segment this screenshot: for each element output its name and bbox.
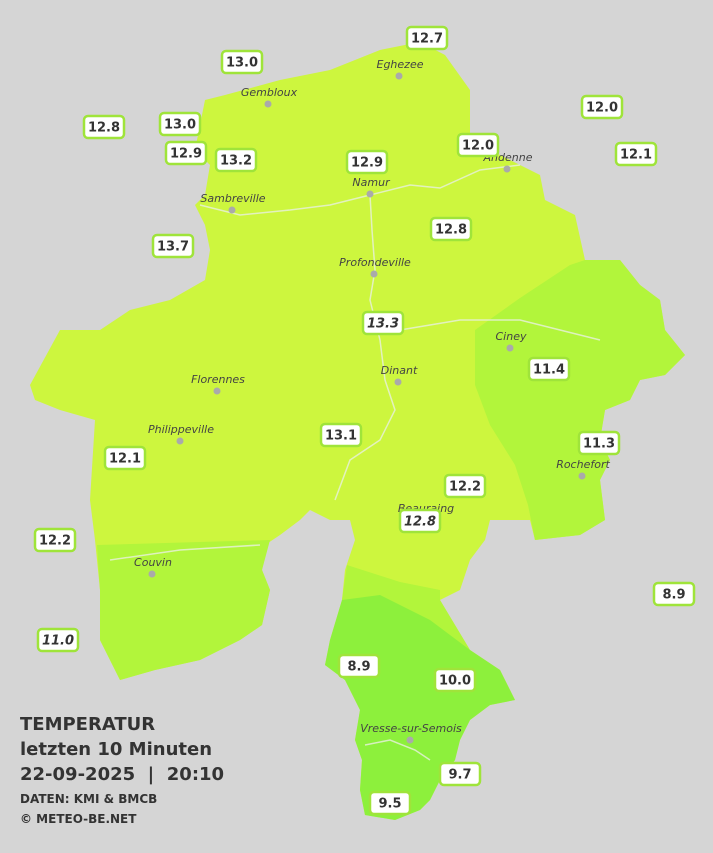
station-value: 12.8 [88, 121, 120, 136]
city-label: Florennes [191, 373, 245, 386]
subtitle: letzten 10 Minuten [20, 739, 212, 760]
station-value: 12.0 [586, 101, 618, 116]
station-value: 8.9 [347, 660, 370, 675]
city-label: Gembloux [241, 86, 298, 99]
station-box [319, 422, 363, 448]
station-box [652, 581, 696, 607]
station-box [398, 508, 442, 534]
station-box [527, 356, 571, 382]
station-box [214, 147, 258, 173]
station-box [82, 114, 126, 140]
station-box [580, 94, 624, 120]
station-value: 12.1 [109, 452, 141, 467]
station-box [345, 149, 389, 175]
station-box [164, 140, 208, 166]
station-value: 11.0 [42, 634, 74, 649]
copyright: © METEO-BE.NET [20, 812, 137, 826]
city-label: Sambreville [200, 192, 265, 205]
station-box [103, 445, 147, 471]
station-value: 9.7 [448, 768, 471, 783]
city-dot [228, 206, 236, 214]
city-dot [395, 72, 403, 80]
station-box [438, 761, 482, 787]
city-label: Dinant [381, 364, 418, 377]
station-box [151, 233, 195, 259]
city-label: Namur [352, 176, 391, 189]
station-value: 12.8 [404, 515, 436, 530]
station-box [337, 653, 381, 679]
city-label: Couvin [134, 556, 172, 569]
station-value: 12.2 [449, 480, 481, 495]
city-dot [503, 165, 511, 173]
city-dot [394, 378, 402, 386]
station-box [36, 627, 80, 653]
source: DATEN: KMI & BMCB [20, 792, 157, 806]
station-value: 10.0 [439, 674, 471, 689]
station-value: 11.3 [583, 437, 615, 452]
station-value: 12.8 [435, 223, 467, 238]
station-box [361, 310, 405, 336]
city-label: Eghezee [377, 58, 424, 71]
station-box [158, 111, 202, 137]
station-box [433, 667, 477, 693]
station-value: 12.0 [462, 139, 494, 154]
city-label: Profondeville [339, 256, 411, 269]
station-box [456, 132, 500, 158]
city-label: Philippeville [148, 423, 214, 436]
stations: 12.7 13.0 12.0 12.8 13.0 12.0 12.1 12.9 13.2 12.9… [33, 25, 696, 816]
cities: EghezeeGemblouxAndenneNamurSambrevillePr… [134, 58, 610, 744]
station-value: 12.2 [39, 534, 71, 549]
city-dot [176, 437, 184, 445]
region-south [325, 595, 515, 820]
title: TEMPERATUR [20, 714, 155, 735]
city-dot [148, 570, 156, 578]
city-label: Vresse-sur-Semois [360, 722, 462, 735]
station-box [614, 141, 658, 167]
station-box [577, 430, 621, 456]
city-dot [264, 100, 272, 108]
region-southwest [97, 540, 270, 680]
city-dot [406, 736, 414, 744]
station-box [429, 216, 473, 242]
region-east [475, 260, 685, 540]
station-box [405, 25, 449, 51]
station-value: 12.7 [411, 32, 443, 47]
station-box [368, 790, 412, 816]
city-label: Rochefort [556, 458, 610, 471]
station-box [33, 527, 77, 553]
city-dot [370, 270, 378, 278]
station-value: 13.0 [226, 56, 258, 71]
station-box [443, 473, 487, 499]
station-value: 12.9 [351, 156, 383, 171]
station-value: 9.5 [378, 797, 401, 812]
datetime: 22-09-2025 | 20:10 [20, 764, 224, 785]
station-value: 13.1 [325, 429, 357, 444]
station-value: 12.9 [170, 147, 202, 162]
station-box [220, 49, 264, 75]
station-value: 8.9 [662, 588, 685, 603]
station-value: 13.0 [164, 118, 196, 133]
city-dot [213, 387, 221, 395]
station-value: 13.3 [367, 317, 399, 332]
station-value: 13.2 [220, 154, 252, 169]
city-dot [506, 344, 514, 352]
station-value: 11.4 [533, 363, 565, 378]
station-value: 13.7 [157, 240, 189, 255]
station-value: 12.1 [620, 148, 652, 163]
city-dot [578, 472, 586, 480]
city-label: Ciney [496, 330, 527, 343]
city-dot [366, 190, 374, 198]
